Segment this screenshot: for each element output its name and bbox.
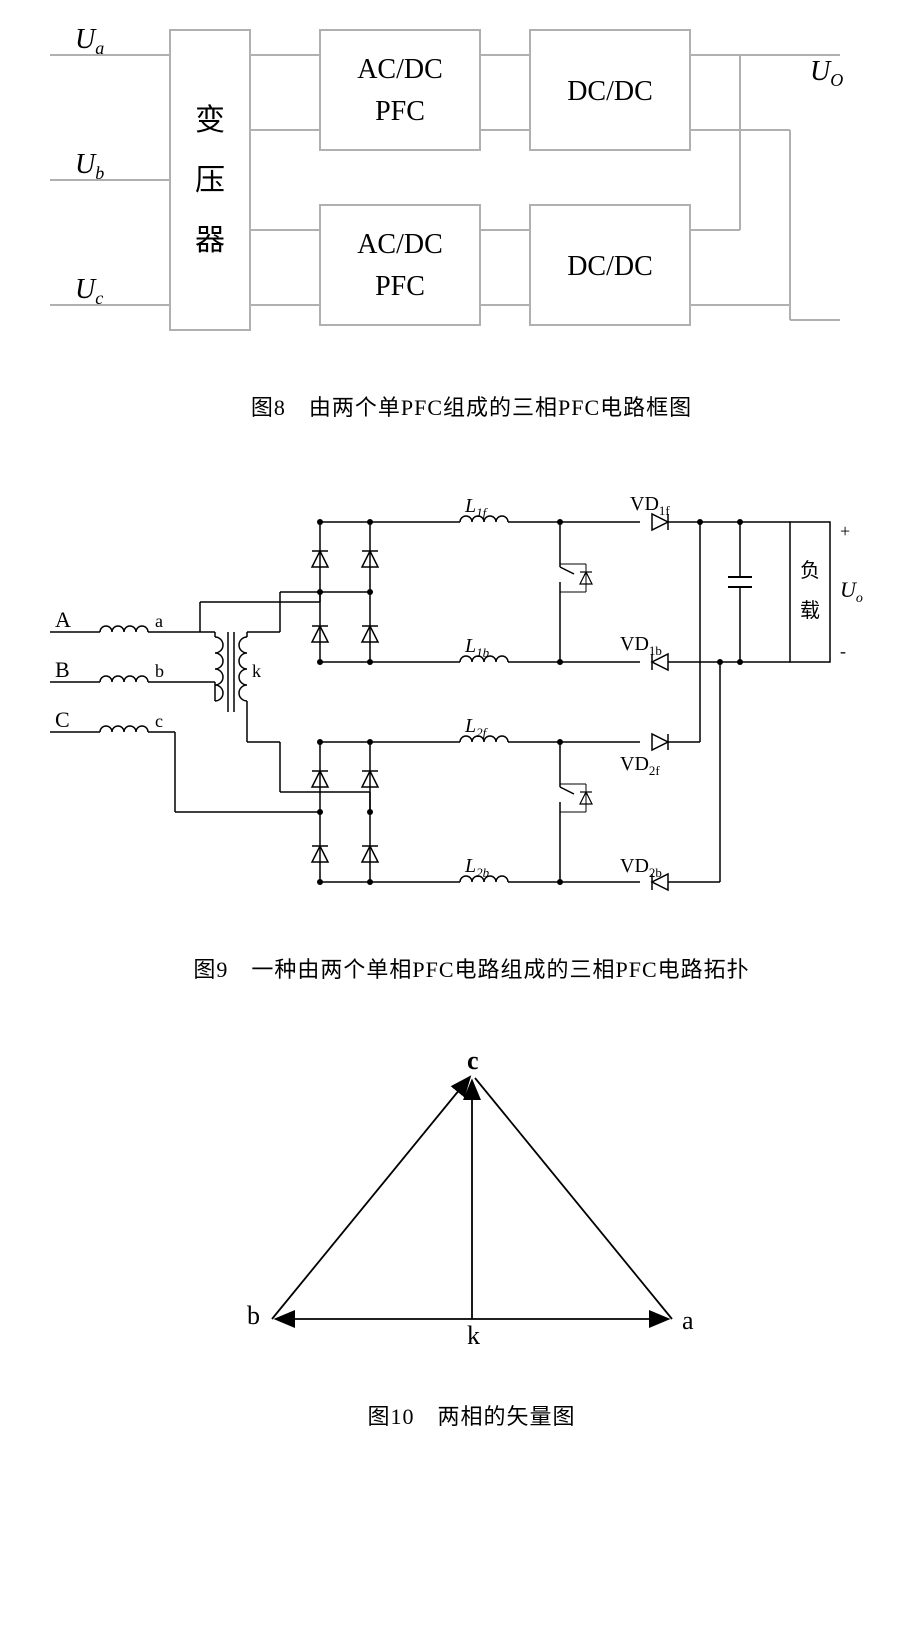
block2-label: DC/DC — [567, 76, 653, 107]
label-a: a — [155, 611, 163, 631]
edge-ac — [475, 1078, 672, 1319]
figure-9: A a B b C c k — [20, 482, 903, 984]
plus-sign: + — [840, 521, 850, 541]
block3-line2: PFC — [375, 271, 425, 302]
L1f-label: L1f — [464, 495, 489, 520]
figure-10: c a b k 图10 两相的矢量图 — [20, 1044, 903, 1431]
label-b: b — [155, 661, 164, 681]
load-char1: 负 — [800, 559, 820, 582]
ub-label: Ub — [75, 149, 104, 183]
minus-sign: - — [840, 641, 846, 661]
uc-label: Uc — [75, 274, 103, 308]
uo-label: UO — [810, 56, 843, 90]
fig9-diagram: A a B b C c k — [20, 482, 900, 922]
block1-line2: PFC — [375, 96, 425, 127]
ua-label: Ua — [75, 24, 104, 58]
block1-line1: AC/DC — [357, 54, 443, 85]
switch-2 — [560, 772, 592, 817]
label-A: A — [55, 607, 71, 632]
acdc-pfc-top — [320, 30, 480, 150]
label-c: c — [467, 1046, 479, 1075]
bridge-bottom — [312, 739, 440, 885]
fig10-diagram: c a b k — [172, 1044, 772, 1374]
label-c: c — [155, 711, 163, 731]
label-k: k — [252, 661, 261, 681]
L2f-label: L2f — [464, 715, 489, 740]
VD2f-label: VD2f — [620, 753, 660, 778]
VD1b-label: VD1b — [620, 633, 662, 658]
transformer-char2: 压 — [195, 164, 225, 197]
fig10-caption: 图10 两相的矢量图 — [20, 1399, 903, 1431]
fig8-diagram: 变 压 器 Ua Ub Uc AC/DC PFC DC/DC UO AC/DC … — [20, 20, 880, 360]
block3-line1: AC/DC — [357, 229, 443, 260]
block4-label: DC/DC — [567, 251, 653, 282]
fig8-caption: 图8 由两个单PFC组成的三相PFC电路框图 — [20, 390, 903, 422]
transformer-char3: 器 — [195, 224, 225, 257]
fig9-caption: 图9 一种由两个单相PFC电路组成的三相PFC电路拓扑 — [20, 952, 903, 984]
transformer-char1: 变 — [195, 104, 225, 137]
transformer-icon: k — [200, 602, 261, 742]
L1b-label: L1b — [464, 635, 490, 660]
load-box — [790, 522, 830, 662]
load-char2: 载 — [800, 599, 820, 622]
switch-1 — [560, 552, 592, 597]
Uo-label: Uo — [840, 577, 863, 606]
L2b-label: L2b — [464, 855, 490, 880]
VD1f-label: VD1f — [630, 493, 670, 518]
label-b: b — [247, 1301, 260, 1330]
label-B: B — [55, 657, 70, 682]
figure-8: 变 压 器 Ua Ub Uc AC/DC PFC DC/DC UO AC/DC … — [20, 20, 903, 422]
acdc-pfc-bottom — [320, 205, 480, 325]
label-k: k — [467, 1321, 480, 1350]
vector-bc — [272, 1078, 469, 1319]
label-a: a — [682, 1306, 694, 1335]
label-C: C — [55, 707, 70, 732]
VD2b-label: VD2b — [620, 855, 662, 880]
